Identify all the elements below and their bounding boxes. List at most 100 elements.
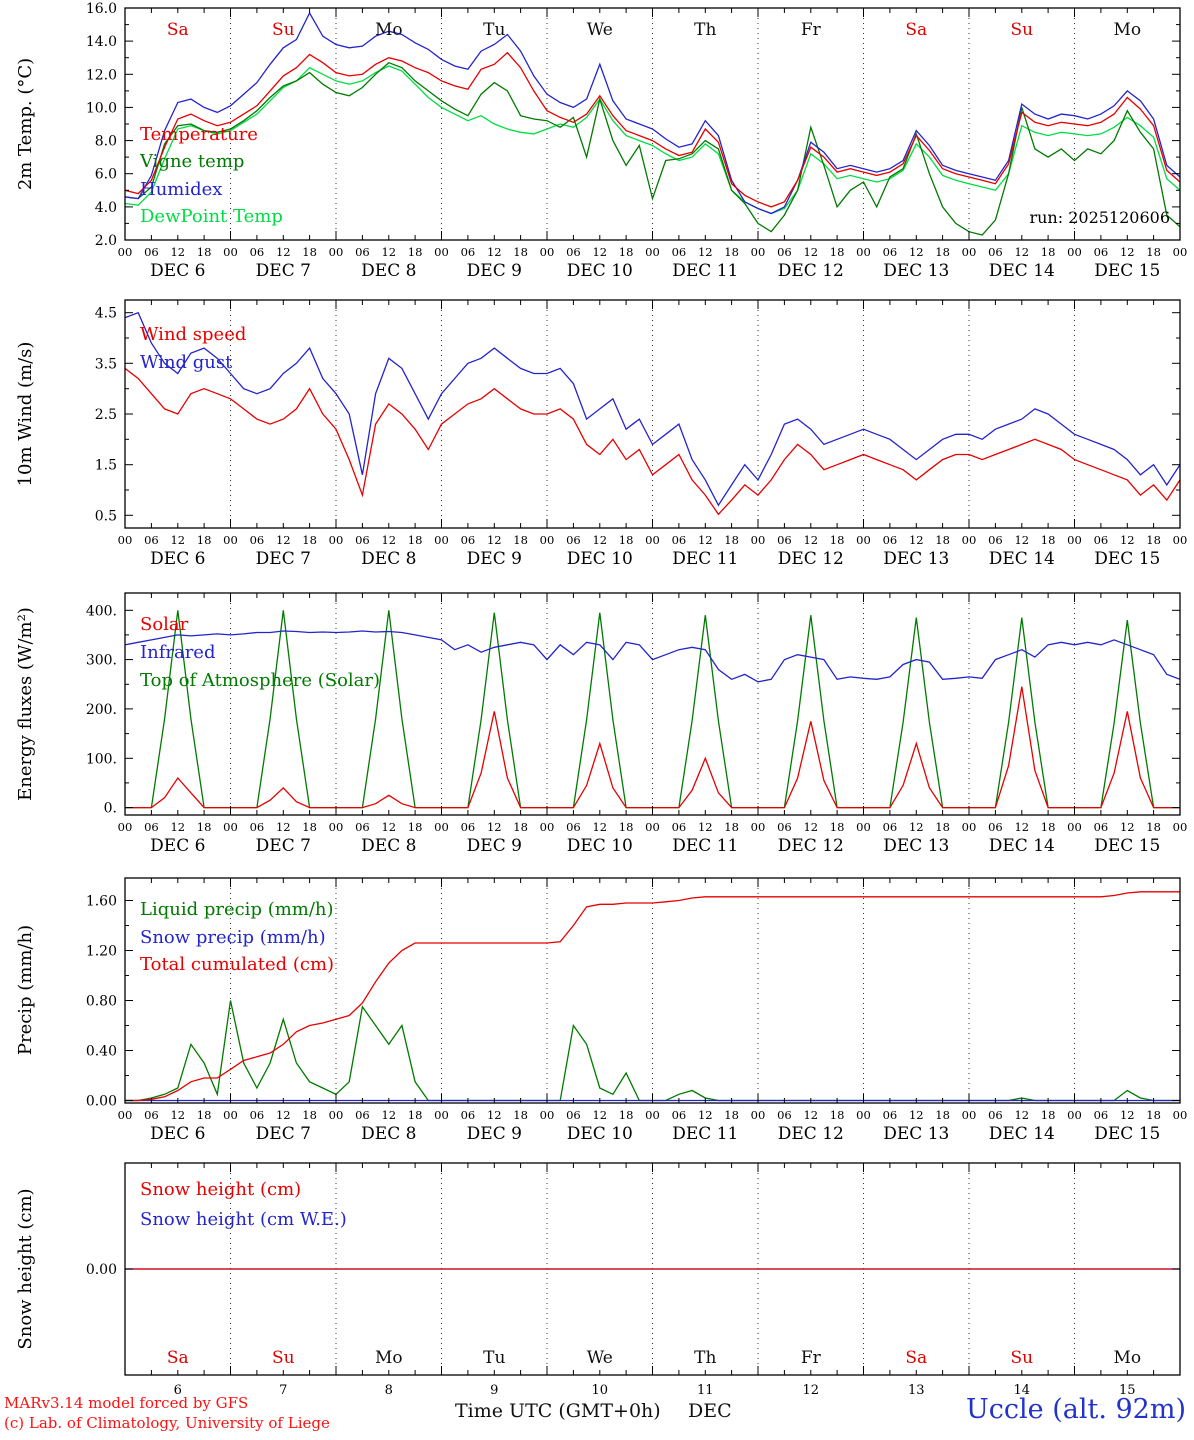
panel-2-yaxis: 0.5 1.5 2.5 3.5 4.5 <box>95 306 1180 524</box>
svg-text:06: 06 <box>566 533 581 547</box>
svg-text:06: 06 <box>566 1108 581 1122</box>
svg-text:DEC 15: DEC 15 <box>1094 549 1160 569</box>
svg-text:18: 18 <box>619 533 634 547</box>
day-label-bottom: Tu <box>483 1348 505 1368</box>
svg-text:1.5: 1.5 <box>95 458 117 474</box>
svg-text:12: 12 <box>909 533 924 547</box>
svg-text:DEC 6: DEC 6 <box>150 261 205 281</box>
day-label-top: Sa <box>905 20 927 40</box>
day-label-top: Tu <box>483 20 505 40</box>
legend-solar: Solar <box>140 614 189 635</box>
axis-title-energy: Energy fluxes (W/m²) <box>15 607 36 801</box>
svg-text:18: 18 <box>513 533 528 547</box>
date-number: 10 <box>592 1383 609 1398</box>
svg-text:06: 06 <box>1094 245 1109 259</box>
svg-text:06: 06 <box>144 820 159 834</box>
svg-text:DEC 9: DEC 9 <box>467 261 522 281</box>
legend-dewpoint-temp: DewPoint Temp <box>140 206 283 227</box>
svg-text:06: 06 <box>672 1108 687 1122</box>
svg-text:00: 00 <box>223 820 238 834</box>
svg-text:06: 06 <box>777 245 792 259</box>
svg-text:12: 12 <box>592 820 607 834</box>
svg-text:00: 00 <box>1067 1108 1082 1122</box>
svg-text:12: 12 <box>276 245 291 259</box>
svg-text:06: 06 <box>355 820 370 834</box>
svg-text:06: 06 <box>461 1108 476 1122</box>
svg-text:DEC 15: DEC 15 <box>1094 1124 1160 1144</box>
svg-text:12: 12 <box>381 820 396 834</box>
svg-text:400.: 400. <box>86 603 117 619</box>
station-label: Uccle (alt. 92m) <box>966 1394 1186 1425</box>
svg-text:12: 12 <box>592 533 607 547</box>
svg-text:0.00: 0.00 <box>86 1094 117 1110</box>
svg-text:06: 06 <box>461 245 476 259</box>
svg-text:18: 18 <box>619 1108 634 1122</box>
svg-text:00: 00 <box>1067 533 1082 547</box>
svg-text:DEC 12: DEC 12 <box>778 261 844 281</box>
svg-text:12: 12 <box>909 820 924 834</box>
svg-text:DEC 6: DEC 6 <box>150 549 205 569</box>
panel-2-frame <box>124 299 1181 529</box>
svg-text:12: 12 <box>698 245 713 259</box>
svg-text:00: 00 <box>329 820 344 834</box>
svg-text:300.: 300. <box>86 653 117 669</box>
panel-1-series <box>125 11 1180 236</box>
series-vigne-temp <box>125 61 1180 236</box>
svg-text:18: 18 <box>1146 245 1161 259</box>
series-liquid-precip-mm-h <box>125 1000 1180 1102</box>
svg-text:3.5: 3.5 <box>95 356 117 372</box>
svg-text:06: 06 <box>988 245 1003 259</box>
svg-text:DEC 6: DEC 6 <box>150 836 205 856</box>
svg-text:00: 00 <box>1173 533 1188 547</box>
svg-text:18: 18 <box>513 245 528 259</box>
day-label-bottom: We <box>587 1348 613 1368</box>
day-label-top: Fr <box>801 20 822 40</box>
svg-text:18: 18 <box>408 820 423 834</box>
panel-1-yaxis: 2.0 4.0 6.0 8.0 10.0 12.0 14.0 16.0 <box>86 1 1180 249</box>
svg-text:DEC 12: DEC 12 <box>778 1124 844 1144</box>
legend-temperature: Temperature <box>140 124 258 145</box>
svg-text:12: 12 <box>487 820 502 834</box>
svg-text:18: 18 <box>197 245 212 259</box>
svg-text:12: 12 <box>1014 245 1029 259</box>
svg-text:06: 06 <box>355 245 370 259</box>
series-infrared <box>125 630 1180 683</box>
day-label-bottom: Su <box>272 1348 295 1368</box>
svg-text:DEC 11: DEC 11 <box>672 836 738 856</box>
svg-text:DEC 9: DEC 9 <box>467 1124 522 1144</box>
svg-text:00: 00 <box>223 1108 238 1122</box>
svg-text:06: 06 <box>250 1108 265 1122</box>
panel-5: 0.00 Sa Su Mo Tu We Th Fr Sa Su Mo 6 7 8 9 10 11 12 13 14 15 <box>86 1162 1181 1398</box>
panel-4-gridlines <box>230 878 1075 1103</box>
svg-text:18: 18 <box>935 820 950 834</box>
axis-title-snow: Snow height (cm) <box>15 1188 36 1350</box>
svg-text:DEC 11: DEC 11 <box>672 549 738 569</box>
svg-text:DEC 9: DEC 9 <box>467 549 522 569</box>
svg-text:18: 18 <box>197 820 212 834</box>
day-label-top: Mo <box>375 20 403 40</box>
xaxis-title: Time UTC (GMT+0h) <box>455 1400 661 1422</box>
svg-text:06: 06 <box>566 245 581 259</box>
legend-total-cumulated: Total cumulated (cm) <box>140 954 335 975</box>
svg-text:DEC 10: DEC 10 <box>567 836 633 856</box>
svg-text:06: 06 <box>883 245 898 259</box>
svg-text:06: 06 <box>144 245 159 259</box>
day-label-top: Su <box>272 20 295 40</box>
date-number: 8 <box>385 1383 393 1398</box>
svg-text:18: 18 <box>513 820 528 834</box>
svg-text:18: 18 <box>619 245 634 259</box>
svg-text:0.80: 0.80 <box>86 994 117 1010</box>
legend-toa-solar: Top of Atmosphere (Solar) <box>140 670 381 691</box>
series-wind-speed <box>125 367 1180 516</box>
svg-text:DEC 14: DEC 14 <box>989 549 1055 569</box>
series-temperature <box>125 51 1180 208</box>
svg-text:DEC 10: DEC 10 <box>567 1124 633 1144</box>
day-label-bottom: Mo <box>375 1348 403 1368</box>
svg-text:2.5: 2.5 <box>95 407 117 423</box>
svg-text:DEC 8: DEC 8 <box>361 261 416 281</box>
svg-text:06: 06 <box>1094 533 1109 547</box>
svg-text:18: 18 <box>1146 820 1161 834</box>
svg-text:0.5: 0.5 <box>95 508 117 524</box>
series-total-cumulated-cm <box>125 891 1180 1102</box>
svg-text:18: 18 <box>302 533 317 547</box>
